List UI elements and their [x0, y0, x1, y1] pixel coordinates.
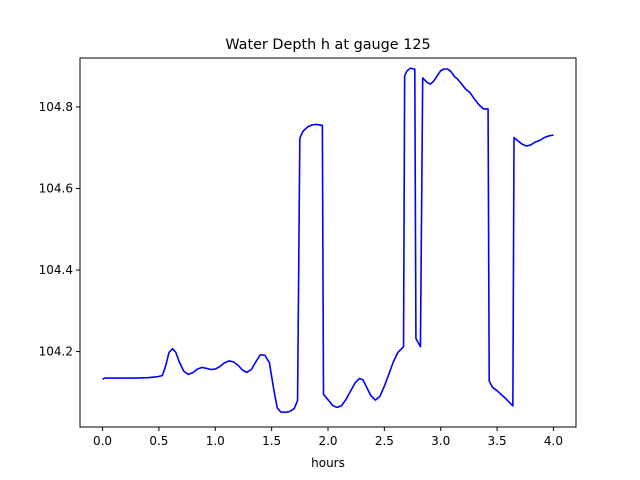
x-tick-label: 1.5: [262, 434, 281, 448]
y-tick-label: 104.2: [39, 345, 73, 359]
y-tick-label: 104.4: [39, 263, 73, 277]
x-tick-label: 1.0: [206, 434, 225, 448]
x-axis-label: hours: [311, 456, 345, 470]
x-tick-label: 0.0: [93, 434, 112, 448]
x-tick-label: 2.0: [318, 434, 337, 448]
series-line-0: [102, 67, 554, 414]
y-tick-label: 104.6: [39, 181, 73, 195]
x-tick-label: 3.0: [431, 434, 450, 448]
x-tick-label: 4.0: [544, 434, 563, 448]
x-tick-label: 3.5: [488, 434, 507, 448]
y-tick-label: 104.8: [39, 100, 73, 114]
x-tick-label: 0.5: [149, 434, 168, 448]
plot-area: 0.0 0.5 1.0 1.5 2.0 2.5 3.0 3.5 4.0 104.2 104.4 104…: [39, 57, 577, 448]
chart-title: Water Depth h at gauge 125: [225, 37, 430, 53]
x-tick-label: 2.5: [375, 434, 394, 448]
